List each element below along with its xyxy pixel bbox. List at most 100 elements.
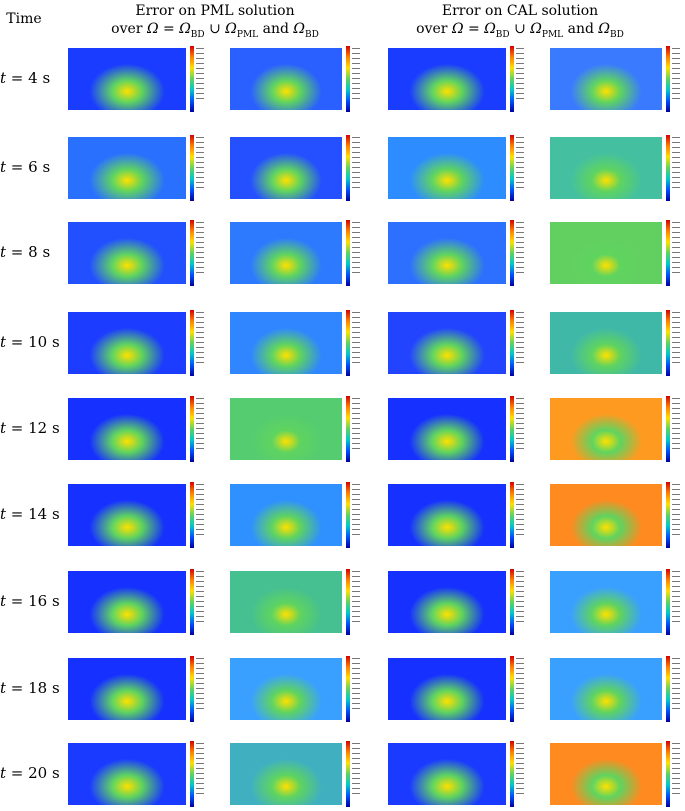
colorbar-ticks (516, 312, 528, 367)
error-field-panel (230, 222, 342, 284)
colorbar (510, 220, 514, 286)
colorbar-ticks (352, 312, 364, 367)
pml-header-domain: over Ω = ΩBD ∪ ΩPML and ΩBD (111, 21, 319, 40)
error-field-panel (550, 658, 662, 720)
colorbar (346, 656, 350, 722)
colorbar-ticks (672, 484, 684, 539)
colorbar (346, 396, 350, 462)
colorbar (666, 220, 670, 286)
error-field-panel (68, 398, 186, 460)
colorbar (190, 310, 194, 376)
cal-header-title: Error on CAL solution (441, 3, 599, 19)
error-field-panel (388, 137, 506, 199)
colorbar-ticks (352, 137, 364, 192)
colorbar (190, 482, 194, 548)
colorbar-ticks (352, 484, 364, 539)
colorbar-ticks (516, 398, 528, 453)
error-field-panel (68, 658, 186, 720)
time-label: t = 4 s (0, 69, 51, 87)
colorbar (666, 482, 670, 548)
colorbar-ticks (516, 658, 528, 713)
error-field-panel (550, 222, 662, 284)
error-field-panel (68, 222, 186, 284)
colorbar-ticks (672, 743, 684, 798)
colorbar (666, 310, 670, 376)
error-field-panel (550, 137, 662, 199)
colorbar-ticks (516, 222, 528, 277)
colorbar-ticks (196, 312, 208, 367)
time-label: t = 10 s (0, 333, 60, 351)
error-field-panel (230, 484, 342, 546)
colorbar (346, 220, 350, 286)
error-field-panel (550, 743, 662, 805)
error-field-panel (550, 484, 662, 546)
colorbar-ticks (196, 398, 208, 453)
time-label: t = 14 s (0, 505, 60, 523)
colorbar-ticks (352, 222, 364, 277)
colorbar-ticks (516, 743, 528, 798)
error-field-panel (550, 571, 662, 633)
colorbar-ticks (516, 48, 528, 103)
colorbar-ticks (672, 571, 684, 626)
colorbar-ticks (672, 312, 684, 367)
error-field-panel (550, 48, 662, 110)
colorbar (190, 741, 194, 807)
time-label: t = 16 s (0, 592, 60, 610)
error-field-panel (68, 137, 186, 199)
colorbar (510, 569, 514, 635)
colorbar (666, 396, 670, 462)
colorbar-ticks (516, 137, 528, 192)
colorbar-ticks (672, 658, 684, 713)
error-field-panel (388, 658, 506, 720)
time-column-header: Time (6, 11, 42, 27)
error-field-panel (388, 743, 506, 805)
colorbar (346, 310, 350, 376)
colorbar-ticks (352, 48, 364, 103)
time-label: t = 12 s (0, 419, 60, 437)
pml-header-title: Error on PML solution (135, 3, 295, 19)
colorbar (510, 46, 514, 112)
colorbar (190, 135, 194, 201)
colorbar (510, 310, 514, 376)
colorbar (346, 46, 350, 112)
error-field-panel (388, 398, 506, 460)
colorbar-ticks (352, 658, 364, 713)
error-field-panel (388, 484, 506, 546)
cal-header-domain: over Ω = ΩBD ∪ ΩPML and ΩBD (416, 21, 624, 40)
error-field-panel (230, 137, 342, 199)
colorbar-ticks (196, 743, 208, 798)
error-field-panel (230, 743, 342, 805)
colorbar (190, 569, 194, 635)
error-field-panel (68, 312, 186, 374)
colorbar-ticks (196, 222, 208, 277)
colorbar-ticks (672, 48, 684, 103)
error-field-panel (230, 571, 342, 633)
colorbar-ticks (516, 571, 528, 626)
colorbar-ticks (196, 658, 208, 713)
cal-column-header: Error on CAL solution over Ω = ΩBD ∪ ΩPM… (360, 2, 680, 44)
colorbar (510, 396, 514, 462)
pml-column-header: Error on PML solution over Ω = ΩBD ∪ ΩPM… (60, 2, 370, 44)
error-field-panel (230, 658, 342, 720)
colorbar (190, 220, 194, 286)
colorbar-ticks (196, 484, 208, 539)
error-field-panel (230, 398, 342, 460)
colorbar (510, 656, 514, 722)
colorbar (346, 569, 350, 635)
colorbar-ticks (516, 484, 528, 539)
colorbar-ticks (672, 222, 684, 277)
colorbar (510, 741, 514, 807)
error-field-panel (550, 398, 662, 460)
colorbar-ticks (196, 137, 208, 192)
error-field-panel (68, 571, 186, 633)
colorbar (666, 569, 670, 635)
error-field-panel (388, 222, 506, 284)
colorbar (346, 741, 350, 807)
colorbar (190, 656, 194, 722)
colorbar-ticks (352, 398, 364, 453)
error-field-panel (230, 312, 342, 374)
error-field-panel (230, 48, 342, 110)
error-field-panel (68, 48, 186, 110)
error-field-panel (388, 48, 506, 110)
colorbar (510, 135, 514, 201)
